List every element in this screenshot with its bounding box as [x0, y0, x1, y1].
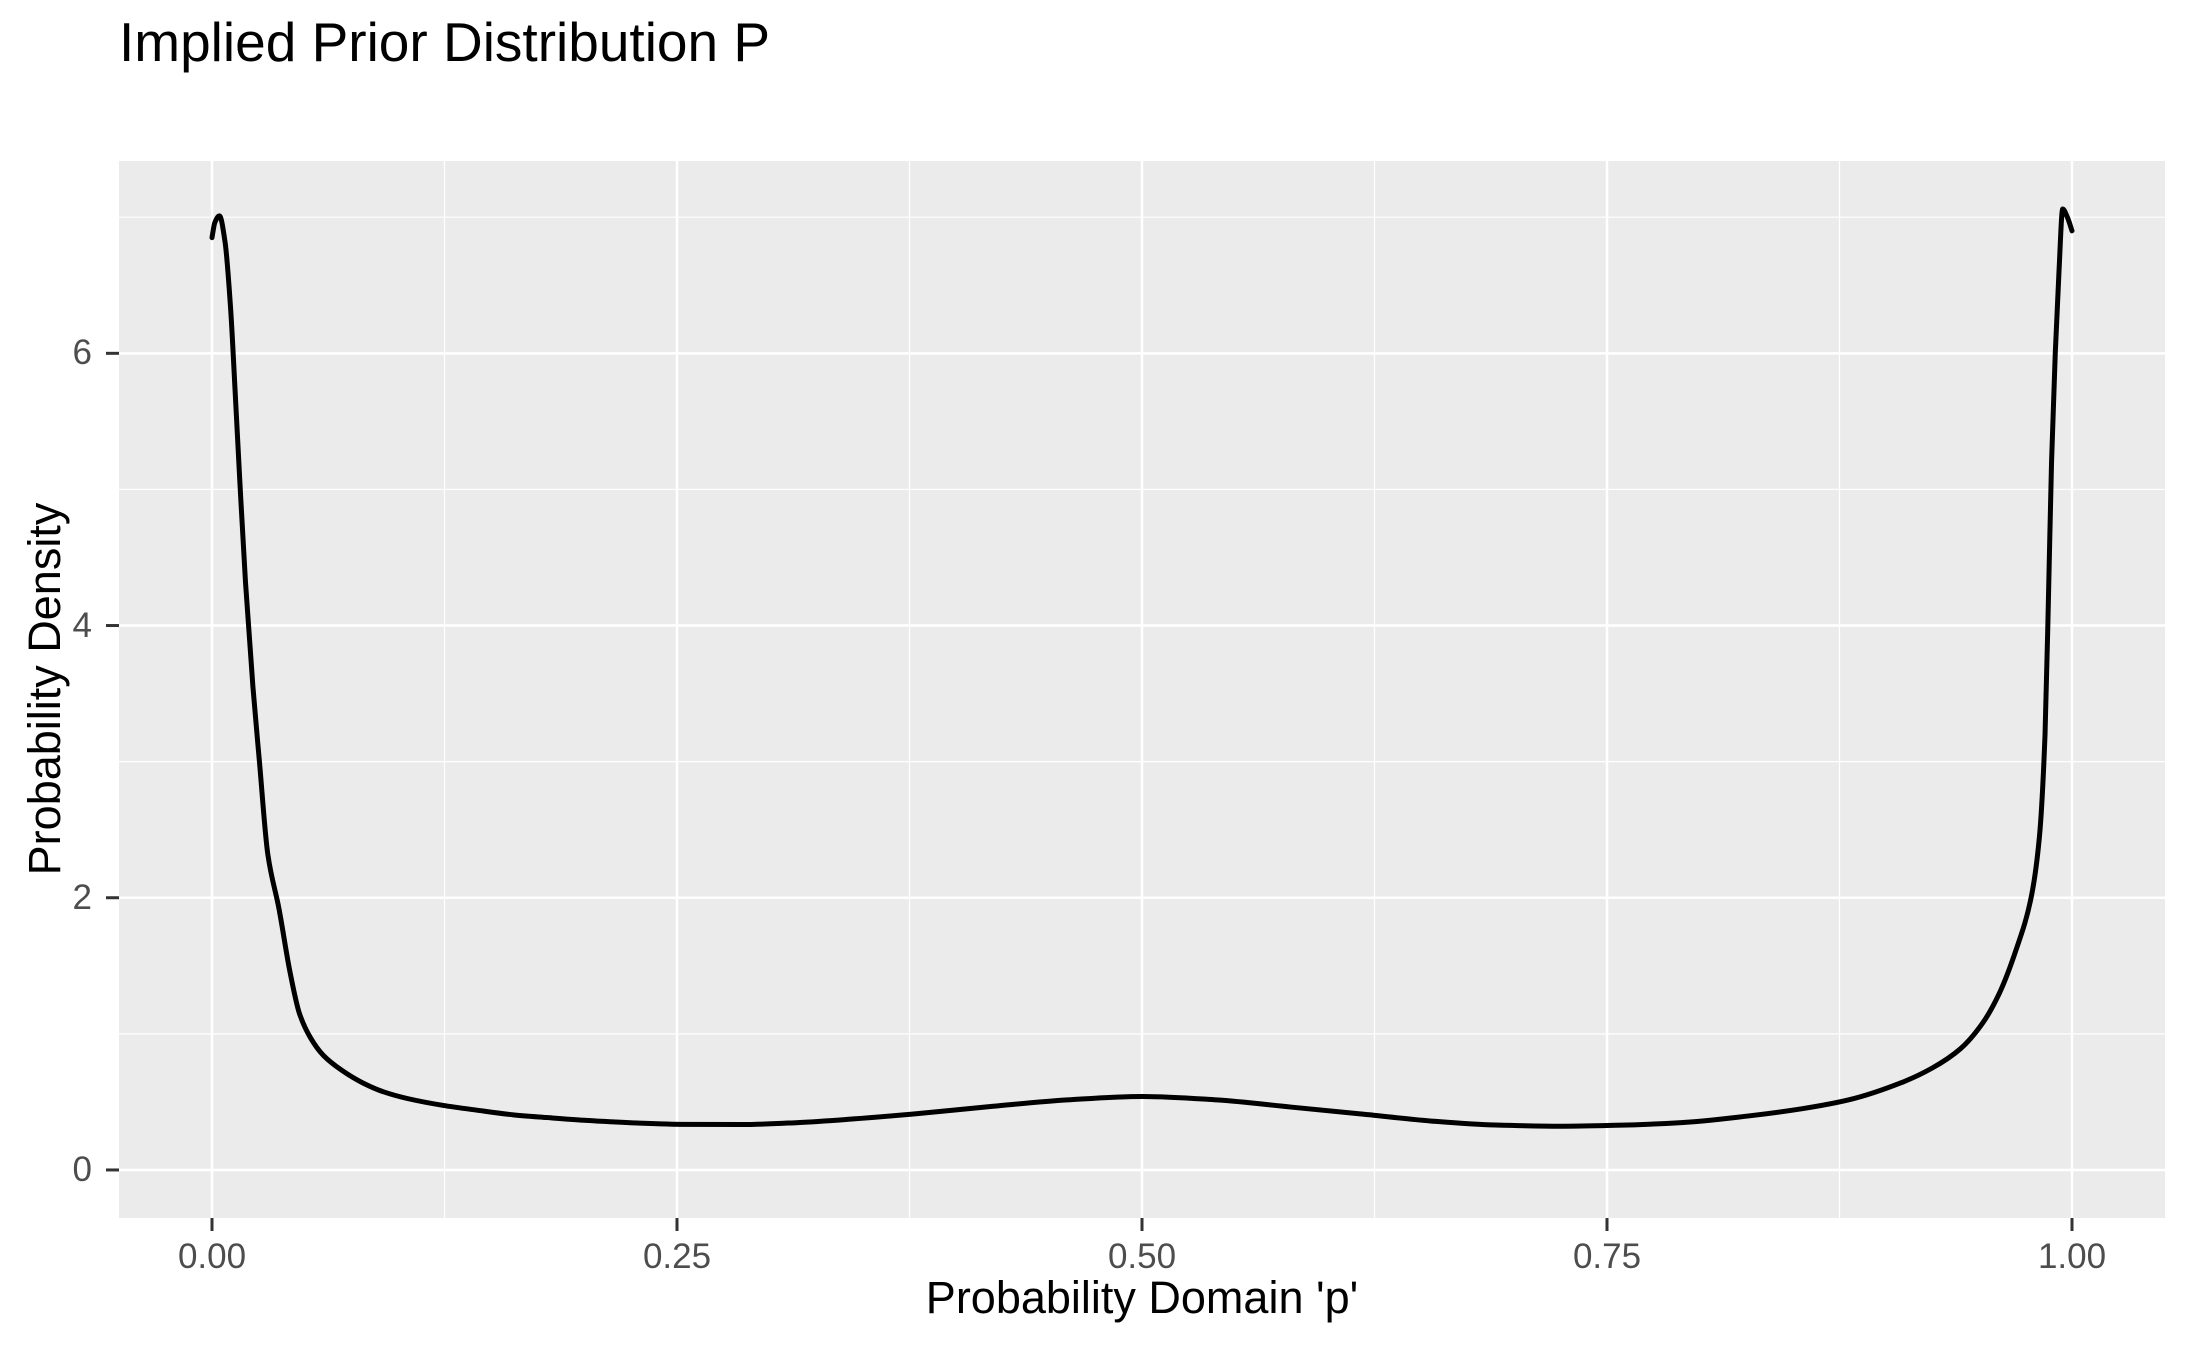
density-curve: [209, 206, 2075, 1129]
y-axis-title: Probability Density: [19, 502, 70, 876]
y-tick-label: 4: [72, 605, 92, 645]
y-tick-label: 0: [72, 1149, 92, 1189]
x-tick-label: 0.00: [177, 1237, 247, 1276]
y-tick-label: 2: [72, 877, 92, 917]
x-axis-title: Probability Domain 'p': [925, 1272, 1359, 1323]
x-tick-label: 1.00: [2037, 1237, 2107, 1276]
x-tick-label: 0.75: [1572, 1237, 1642, 1276]
x-tick-label: 0.25: [642, 1237, 712, 1276]
x-tick-label: 0.50: [1107, 1237, 1177, 1276]
y-tick-label: 6: [72, 333, 92, 373]
plot-title: Implied Prior Distribution P: [119, 11, 771, 73]
